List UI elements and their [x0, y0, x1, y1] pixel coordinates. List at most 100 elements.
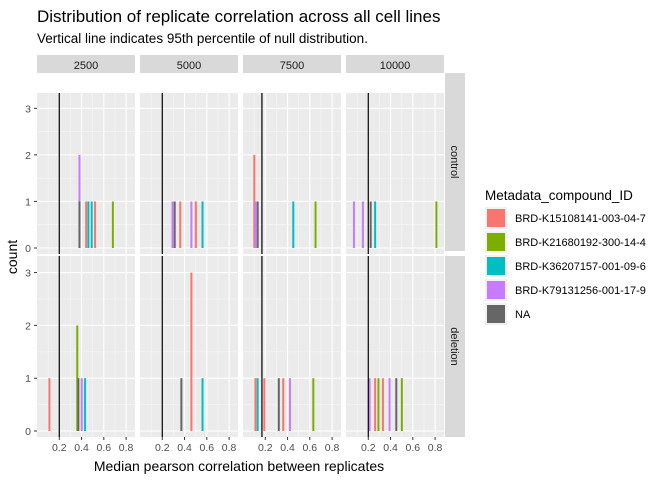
facet-strip-deletion: [445, 256, 465, 437]
x-tick-label: 0.8: [325, 442, 340, 454]
panel-background: [140, 256, 238, 437]
x-tick-label: 0.4: [74, 442, 89, 454]
histogram-bar: [254, 201, 257, 248]
y-tick-label: 0: [25, 243, 31, 255]
histogram-bar: [381, 378, 384, 431]
x-axis-label: Median pearson correlation between repli…: [94, 458, 384, 474]
legend-label: BRD-K79131256-001-17-9: [515, 285, 646, 297]
histogram-bar: [256, 201, 259, 248]
histogram-bar: [395, 378, 398, 431]
histogram-bar: [179, 201, 182, 248]
legend-swatch: [487, 257, 505, 275]
histogram-bar: [111, 201, 114, 248]
facet-strip-5000: [140, 55, 238, 73]
histogram-bar: [190, 272, 193, 431]
facet-strip-label: 5000: [177, 60, 201, 72]
panel-background: [346, 256, 444, 437]
facet-strip-2500: [37, 55, 135, 73]
legend-swatch: [487, 233, 505, 251]
histogram-bar: [388, 378, 391, 431]
facet-strip-control: [445, 73, 465, 251]
histogram-bar: [254, 378, 257, 431]
histogram-bar: [368, 378, 371, 431]
x-tick-label: 0.8: [119, 442, 134, 454]
histogram-bar: [90, 201, 93, 248]
histogram-bar: [377, 378, 380, 431]
x-tick-label: 0.6: [303, 442, 318, 454]
histogram-bar: [85, 201, 88, 248]
x-tick-label: 0.2: [361, 442, 376, 454]
facet-panel: 0.2 0.4 0.6 0.8: [140, 256, 238, 454]
y-tick-label: 3: [25, 103, 31, 115]
y-tick-label: 1: [25, 196, 31, 208]
histogram-bar: [78, 201, 81, 248]
facet-strip-label: control: [448, 145, 460, 178]
legend-label: BRD-K21680192-300-14-4: [515, 237, 646, 249]
panel-background: [140, 93, 238, 254]
histogram-bar: [190, 201, 193, 248]
x-tick-label: 0.6: [97, 442, 112, 454]
histogram-bar: [263, 378, 266, 431]
histogram-bar: [374, 378, 377, 431]
facet-strip-label: 2500: [74, 60, 98, 72]
histogram-bar: [194, 201, 197, 248]
facet-panel: [346, 93, 444, 254]
chart-subtitle: Vertical line indicates 95th percentile …: [37, 31, 368, 46]
histogram-bar: [201, 201, 204, 248]
histogram-bar: [173, 201, 176, 248]
histogram-bar: [171, 201, 174, 248]
y-tick-label: 3: [25, 268, 31, 280]
histogram-bar: [369, 201, 372, 248]
histogram-bar: [361, 201, 364, 248]
x-tick-label: 0.6: [406, 442, 421, 454]
facet-panel: [140, 93, 238, 254]
legend-swatch: [487, 281, 505, 299]
histogram-bar: [48, 378, 51, 431]
histogram-bar: [435, 201, 438, 248]
legend-label: BRD-K15108141-003-04-7: [515, 213, 646, 225]
histogram-bar: [352, 201, 355, 248]
histogram-bar: [87, 201, 90, 248]
histogram-bar: [253, 154, 256, 248]
panel-background: [243, 93, 341, 254]
chart-title: Distribution of replicate correlation ac…: [37, 7, 440, 26]
histogram-bar: [180, 378, 183, 431]
facet-panels: 2500 5000 7500 10000 control deletion 0 1 2 3 0 1 2 3…: [25, 55, 465, 454]
panel-background: [243, 256, 341, 437]
histogram-bar: [94, 201, 97, 248]
x-tick-label: 0.8: [428, 442, 443, 454]
panel-background: [346, 93, 444, 254]
facet-strip-10000: [346, 55, 444, 73]
x-tick-label: 0.4: [383, 442, 398, 454]
facet-panel: 0 1 2 3 0.2 0.4 0.6 0.8: [25, 256, 135, 454]
y-tick-label: 2: [25, 320, 31, 332]
legend-swatch: [487, 305, 505, 323]
y-axis-label: count: [4, 240, 20, 274]
legend-swatch: [487, 209, 505, 227]
x-tick-label: 0.2: [258, 442, 273, 454]
facet-strip-label: 10000: [380, 60, 411, 72]
histogram-bar: [84, 378, 87, 431]
x-tick-label: 0.2: [52, 442, 67, 454]
x-tick-label: 0.6: [200, 442, 215, 454]
histogram-bar: [288, 378, 291, 431]
y-tick-label: 1: [25, 373, 31, 385]
facet-panel: 0.2 0.4 0.6 0.8: [346, 256, 444, 454]
x-tick-label: 0.4: [280, 442, 295, 454]
histogram-bar: [76, 325, 79, 431]
facet-panel: [243, 93, 341, 254]
histogram-bar: [312, 378, 315, 431]
x-tick-label: 0.4: [177, 442, 192, 454]
legend-label: BRD-K36207157-001-09-6: [515, 261, 646, 273]
facet-panel: 0 1 2 3: [25, 93, 135, 255]
histogram-bar: [374, 201, 377, 248]
histogram-bar: [201, 378, 204, 431]
histogram-bar: [277, 378, 280, 431]
histogram-bar: [282, 378, 285, 431]
y-tick-label: 2: [25, 150, 31, 162]
y-tick-label: 0: [25, 426, 31, 438]
legend: Metadata_compound_ID BRD-K15108141-003-0…: [485, 188, 646, 325]
histogram-bar: [314, 201, 317, 248]
histogram-bar: [77, 378, 80, 431]
